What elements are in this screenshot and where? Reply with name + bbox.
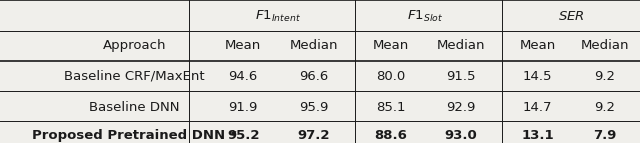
Text: Mean: Mean [520,39,556,52]
Text: 85.1: 85.1 [376,101,405,114]
Text: 92.9: 92.9 [446,101,476,114]
Text: $F1_{Slot}$: $F1_{Slot}$ [408,9,444,24]
Text: Median: Median [580,39,629,52]
Text: 95.9: 95.9 [299,101,328,114]
Text: 97.2: 97.2 [298,129,330,142]
Text: 9.2: 9.2 [595,70,615,83]
Text: Baseline CRF/MaxEnt: Baseline CRF/MaxEnt [64,70,205,83]
Text: $F1_{Intent}$: $F1_{Intent}$ [255,9,301,24]
Text: Approach: Approach [102,39,166,52]
Text: 9.2: 9.2 [595,101,615,114]
Text: Baseline DNN: Baseline DNN [89,101,180,114]
Text: 7.9: 7.9 [593,129,616,142]
Text: 93.0: 93.0 [444,129,477,142]
Text: Proposed Pretrained DNN *: Proposed Pretrained DNN * [32,129,237,142]
Text: Median: Median [289,39,338,52]
Text: Mean: Mean [372,39,408,52]
Text: 94.6: 94.6 [228,70,258,83]
Text: 88.6: 88.6 [374,129,407,142]
Text: $SER$: $SER$ [558,10,584,23]
Text: 80.0: 80.0 [376,70,405,83]
Text: 91.5: 91.5 [446,70,476,83]
Text: 14.7: 14.7 [523,101,552,114]
Text: 95.2: 95.2 [227,129,259,142]
Text: Median: Median [436,39,485,52]
Text: Mean: Mean [225,39,261,52]
Text: 14.5: 14.5 [523,70,552,83]
Text: 13.1: 13.1 [522,129,554,142]
Text: 96.6: 96.6 [299,70,328,83]
Text: 91.9: 91.9 [228,101,258,114]
